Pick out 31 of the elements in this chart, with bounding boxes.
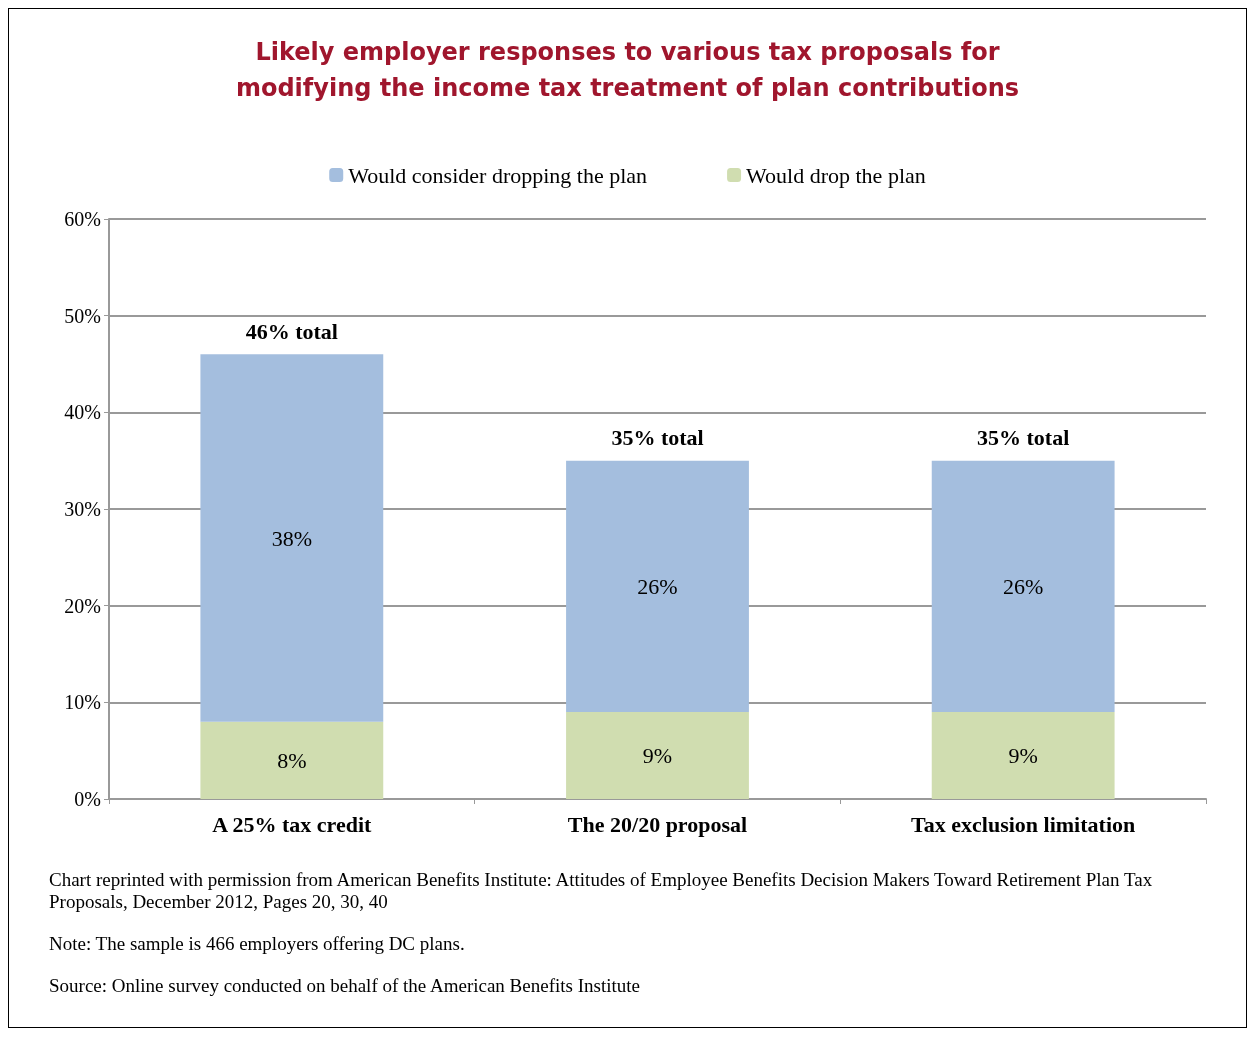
y-tick-label: 20% — [64, 594, 101, 617]
bar — [566, 712, 749, 799]
x-tick-label: A 25% tax credit — [212, 811, 373, 837]
y-tick-label: 10% — [64, 691, 101, 714]
bar — [200, 354, 384, 722]
bar — [931, 712, 1115, 799]
text: Note: The sample is 466 employers offering DC plans. — [49, 933, 466, 955]
x-tick-label: The 20/20 proposal — [567, 811, 748, 837]
data-label: 38% — [271, 525, 312, 551]
data-label: 26% — [637, 573, 678, 599]
x-tick-label: Tax exclusion limitation — [911, 811, 1136, 837]
source-note: Source: Online survey conducted on behalf of the American Benefits Institute — [49, 975, 641, 997]
data-label: 26% — [1003, 573, 1044, 599]
bar — [931, 460, 1115, 712]
total-label: 46% total — [245, 318, 338, 344]
data-label: 9% — [642, 743, 673, 768]
bar — [566, 460, 749, 712]
y-tick-label: 30% — [64, 498, 101, 520]
total-label: 35% total — [977, 425, 1070, 451]
chart-title: Likely employer responses to various tax proposals for modifying the income tax treatment of plan contributions — [235, 38, 1020, 102]
text: Chart reprinted with permission from American Benefits Institute: Attitudes of Employee Benefits Decision Makers Toward Retirement Plan Tax Proposals, December 2012, Pages 20, 30, 40 — [49, 869, 1154, 913]
data-label: 9% — [1008, 743, 1038, 768]
y-tick-label: 50% — [64, 304, 101, 327]
y-tick-label: 40% — [64, 401, 101, 424]
data-label: 8% — [277, 747, 307, 773]
legend-label: Would consider dropping the plan — [348, 162, 648, 188]
y-tick-label: 60% — [64, 208, 101, 230]
total-label: 35% total — [611, 425, 704, 451]
y-tick-label: 0% — [74, 788, 101, 810]
legend-label: Would drop the plan — [746, 162, 926, 188]
bar — [200, 721, 384, 799]
